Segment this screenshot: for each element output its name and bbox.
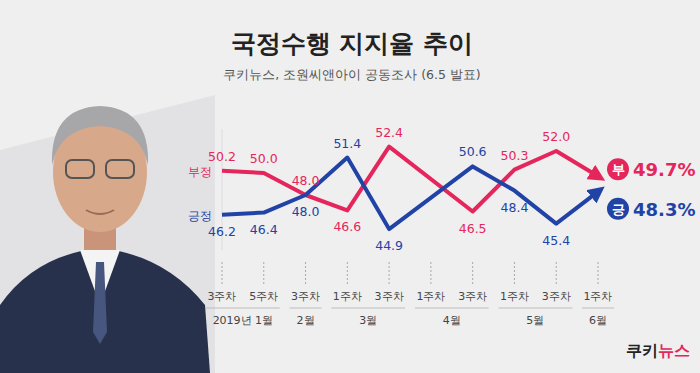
- brand-dark: 쿠키: [626, 341, 658, 360]
- x-group-label: 2019년 1월: [213, 314, 274, 327]
- x-tick: [347, 262, 348, 286]
- x-tick-label: 3주차: [542, 290, 571, 303]
- data-label: 46.4: [250, 222, 278, 237]
- x-tick-label: 3주차: [208, 290, 237, 303]
- group-line: [582, 308, 614, 309]
- lines: [222, 147, 598, 230]
- data-label: 50.2: [208, 149, 236, 164]
- x-tick: [556, 262, 557, 286]
- data-label: 46.5: [459, 221, 487, 236]
- chart: 국정수행 지지율 추이쿠키뉴스, 조원씨앤아이 공동조사 (6.5 발표) 3주차…: [0, 0, 700, 373]
- x-group-label: 3월: [359, 314, 377, 327]
- x-tick-label: 3주차: [375, 290, 404, 303]
- portrait: [0, 106, 210, 373]
- x-tick: [430, 262, 431, 286]
- x-group-label: 4월: [443, 314, 461, 327]
- badge: [607, 198, 629, 220]
- portrait-tie: [93, 262, 107, 344]
- series-line: [222, 158, 598, 230]
- data-label: 45.4: [542, 233, 570, 248]
- data-label: 46.6: [333, 219, 361, 234]
- brand: 쿠키뉴스: [626, 341, 690, 360]
- series-line: [222, 147, 598, 212]
- data-label: 48.0: [292, 204, 320, 219]
- x-tick: [389, 262, 390, 286]
- x-tick-label: 3주차: [291, 290, 320, 303]
- data-label: 51.4: [333, 136, 361, 151]
- x-tick-label: 1주차: [416, 290, 445, 303]
- brand-accent: 뉴스: [658, 341, 690, 360]
- data-label: 48.0: [292, 173, 320, 188]
- badge-label: 긍: [612, 202, 625, 217]
- x-tick-label: 1주차: [500, 290, 529, 303]
- x-tick-label: 1주차: [584, 290, 613, 303]
- x-tick: [514, 262, 515, 286]
- data-label: 50.0: [250, 151, 278, 166]
- x-group-label: 2월: [297, 314, 315, 327]
- portrait-glasses: [106, 160, 134, 178]
- title: 국정수행 지지율 추이: [231, 29, 473, 58]
- x-tick: [263, 262, 264, 286]
- data-label: 48.3%: [633, 199, 695, 220]
- x-group-label: 6월: [589, 314, 607, 327]
- x-tick-label: 5주차: [249, 290, 278, 303]
- portrait-mouth: [86, 210, 114, 214]
- x-tick: [222, 262, 223, 286]
- badge: [607, 158, 629, 180]
- subtitle: 쿠키뉴스, 조원씨앤아이 공동조사 (6.5 발표): [223, 67, 481, 82]
- data-label: 44.9: [375, 238, 403, 253]
- group-line: [206, 308, 280, 309]
- data-label: 50.6: [459, 144, 487, 159]
- series-name: 부정: [188, 165, 212, 179]
- data-label: 52.0: [542, 129, 570, 144]
- background-band: [0, 95, 215, 373]
- x-tick: [598, 262, 599, 286]
- portrait-glasses: [66, 160, 94, 178]
- data-label: 52.4: [375, 125, 403, 140]
- group-line: [415, 308, 489, 309]
- labels: 부정긍정 50.2 50.0 48.0 46.6 52.4 46.5 50.3 52.0 부 49.…: [188, 125, 695, 254]
- x-tick: [472, 262, 473, 286]
- data-label: 46.2: [208, 224, 236, 239]
- x-tick: [305, 262, 306, 286]
- portrait-hair: [52, 106, 148, 165]
- group-line: [331, 308, 405, 309]
- data-label: 50.3: [501, 148, 529, 163]
- x-tick-label: 1주차: [333, 290, 362, 303]
- series-name: 긍정: [188, 209, 212, 223]
- data-label: 49.7%: [633, 159, 695, 180]
- badge-label: 부: [612, 162, 625, 177]
- background: [0, 0, 700, 373]
- x-tick-label: 3주차: [458, 290, 487, 303]
- group-line: [290, 308, 322, 309]
- portrait-suit: [0, 248, 210, 373]
- x-group-label: 5월: [526, 314, 544, 327]
- data-label: 48.4: [501, 200, 529, 215]
- group-line: [498, 308, 572, 309]
